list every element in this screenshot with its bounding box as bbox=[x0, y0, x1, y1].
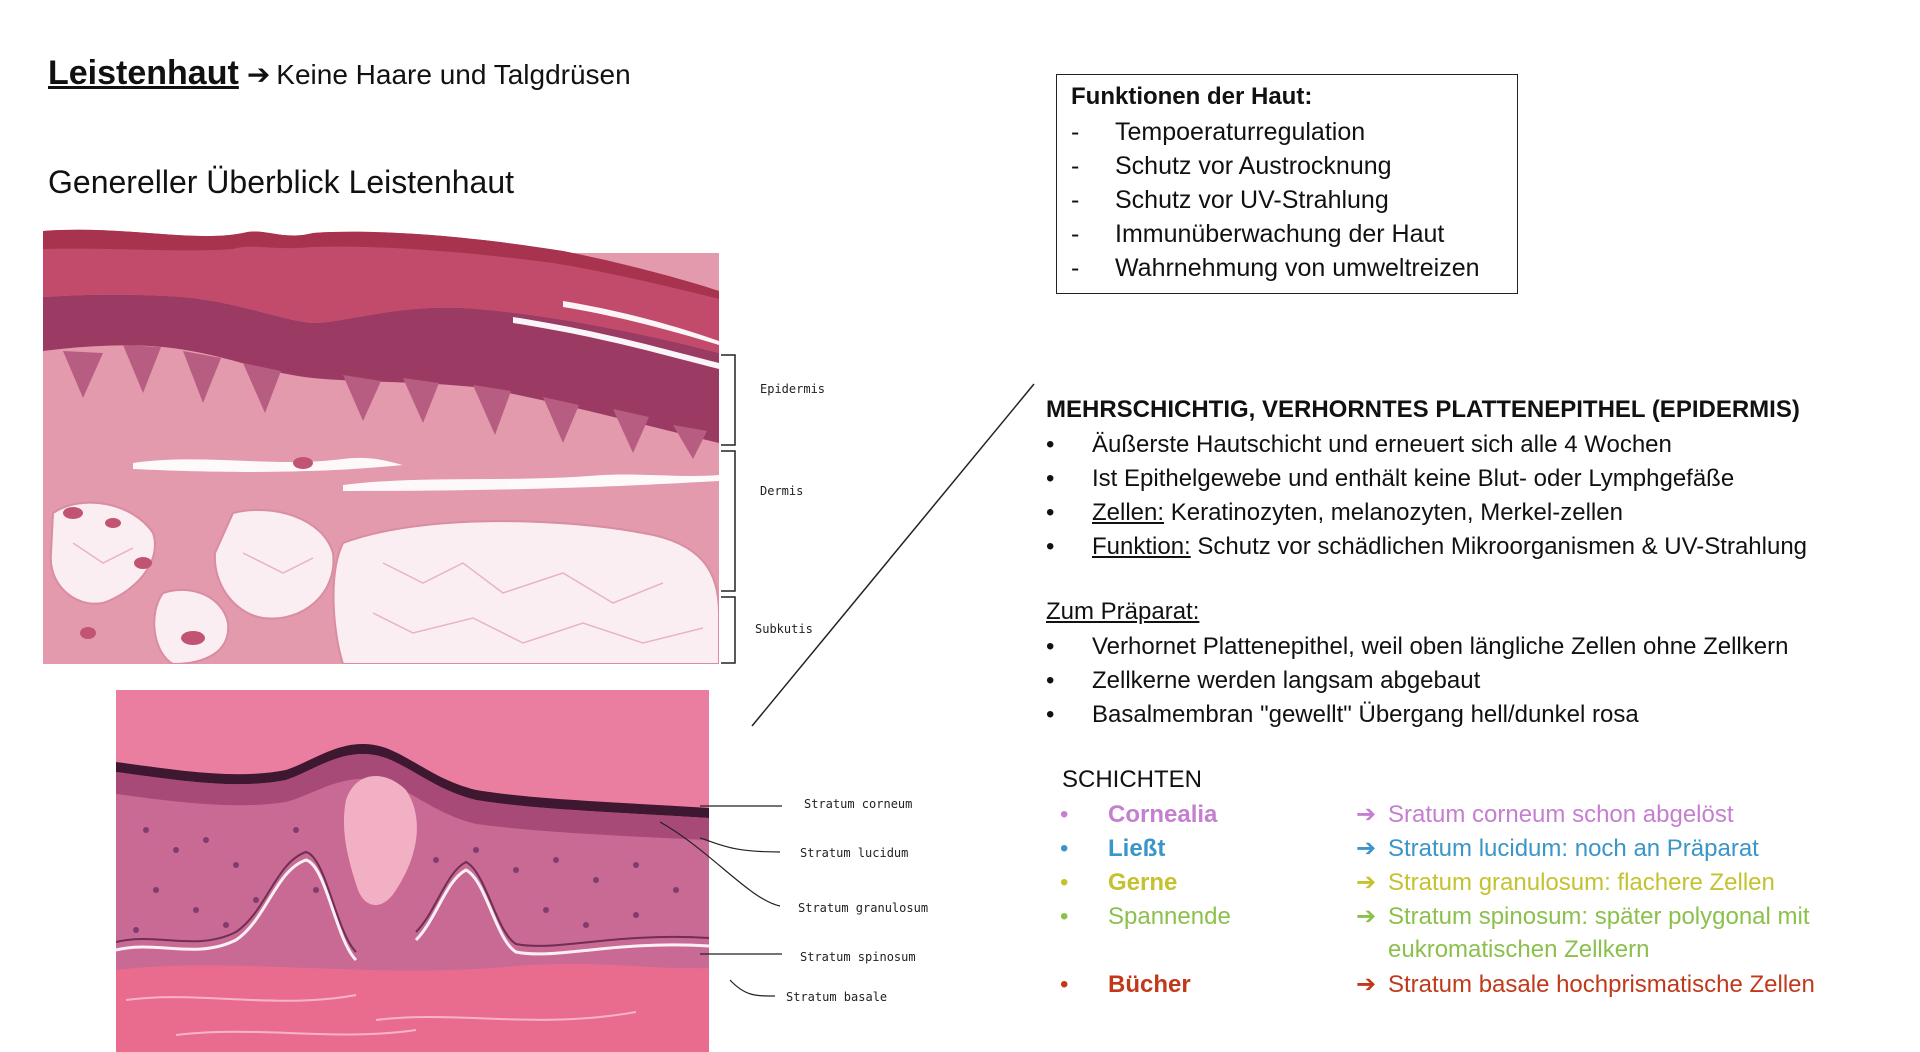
layer-description: Stratum lucidum: noch an Präparat bbox=[1388, 835, 1759, 862]
detail-pointer-lines bbox=[659, 805, 782, 997]
schichten-row-corneum: • Cornealia ➔ Sratum corneum schon abgelöst bbox=[1060, 800, 1734, 829]
title-note: Keine Haare und Talgdrüsen bbox=[276, 59, 631, 90]
arrow-right-icon: ➔ bbox=[1356, 869, 1377, 896]
label-dermis: Dermis bbox=[760, 484, 804, 498]
list-item: - Immunüberwachung der Haut bbox=[1071, 220, 1445, 248]
label-stratum-spinosum: Stratum spinosum bbox=[800, 950, 916, 964]
layer-description: Stratum basale hochprismatische Zellen bbox=[1388, 971, 1815, 998]
label-stratum-basale: Stratum basale bbox=[786, 990, 888, 1004]
arrow-right-icon: ➔ bbox=[1356, 835, 1377, 862]
arrow-right-icon: ➔ bbox=[1356, 971, 1377, 998]
arrow-right-icon: ➔ bbox=[246, 59, 271, 90]
schichten-row-granulosum: • Gerne ➔ Stratum granulosum: flachere Zell… bbox=[1060, 868, 1775, 897]
zoom-connector-line bbox=[751, 383, 1035, 727]
praeparat-title: Zum Präparat: bbox=[1046, 598, 1200, 625]
page-title: Leistenhaut bbox=[48, 54, 239, 92]
functions-list: - Tempoeraturregulation - Schutz vor Austr… bbox=[1071, 115, 1503, 285]
bullet-dot-icon: • bbox=[1060, 869, 1069, 896]
list-item: • Zellkerne werden langsam abgebaut bbox=[1046, 667, 1481, 694]
epithel-title: MEHRSCHICHTIG, VERHORNTES PLATTENEPITHEL… bbox=[1046, 396, 1800, 423]
mnemonic-word: Bücher bbox=[1108, 971, 1191, 998]
mnemonic-word: Cornealia bbox=[1108, 801, 1218, 828]
functions-title: Funktionen der Haut: bbox=[1071, 83, 1313, 110]
page-title-row: Leistenhaut ➔ Keine Haare und Talgdrüsen bbox=[48, 54, 631, 93]
layer-description: Sratum corneum schon abgelöst bbox=[1388, 801, 1734, 828]
schichten-title: SCHICHTEN bbox=[1062, 766, 1203, 793]
section-subtitle: Genereller Überblick Leistenhaut bbox=[48, 164, 515, 200]
list-item: • Funktion: Schutz vor schädlichen Mikroo… bbox=[1046, 533, 1808, 560]
bullet-dot-icon: • bbox=[1060, 971, 1069, 998]
praeparat-list: • Verhornet Plattenepithel, weil oben län… bbox=[1046, 630, 1788, 732]
list-item: • Basalmembran "gewellt" Übergang hell/du… bbox=[1046, 701, 1639, 728]
list-item: • Äußerste Hautschicht und erneuert sich … bbox=[1046, 431, 1672, 458]
bullet-dot-icon: • bbox=[1060, 835, 1069, 862]
label-stratum-corneum: Stratum corneum bbox=[804, 797, 913, 811]
arrow-right-icon: ➔ bbox=[1356, 903, 1377, 930]
schichten-row-lucidum: • Ließt ➔ Stratum lucidum: noch an Präparat bbox=[1060, 834, 1759, 863]
bullet-dot-icon: • bbox=[1060, 903, 1069, 930]
functions-box: Funktionen der Haut: - Tempoeraturregulat… bbox=[1056, 74, 1518, 294]
epithel-section: MEHRSCHICHTIG, VERHORNTES PLATTENEPITHEL… bbox=[1046, 396, 1807, 564]
detail-histology-image bbox=[116, 690, 709, 1052]
overview-histology-image bbox=[43, 213, 719, 664]
layer-description: Stratum granulosum: flachere Zellen bbox=[1388, 869, 1775, 896]
list-item: - Schutz vor Austrocknung bbox=[1071, 152, 1392, 180]
label-stratum-granulosum: Stratum granulosum bbox=[798, 901, 929, 915]
bullet-dot-icon: • bbox=[1060, 801, 1069, 828]
list-item: - Wahrnehmung von umweltreizen bbox=[1071, 254, 1480, 282]
label-subkutis: Subkutis bbox=[755, 622, 813, 636]
schichten-row-spinosum-cont: eukromatischen Zellkern bbox=[1388, 936, 1649, 964]
layer-description: Stratum spinosum: später polygonal mit bbox=[1388, 903, 1810, 930]
schichten-row-spinosum: • Spannende ➔ Stratum spinosum: später poly… bbox=[1060, 902, 1810, 931]
layer-description: eukromatischen Zellkern bbox=[1388, 936, 1650, 963]
list-item: • Ist Epithelgewebe und enthält keine Blu… bbox=[1046, 465, 1735, 492]
mnemonic-word: Ließt bbox=[1108, 835, 1166, 862]
praeparat-section: Zum Präparat: • Verhornet Plattenepithel,… bbox=[1046, 598, 1788, 732]
label-epidermis: Epidermis bbox=[760, 382, 826, 396]
mnemonic-word: Gerne bbox=[1108, 869, 1178, 896]
overview-brackets bbox=[721, 354, 736, 664]
mnemonic-word: Spannende bbox=[1108, 903, 1231, 930]
list-item: - Tempoeraturregulation bbox=[1071, 118, 1366, 146]
label-stratum-lucidum: Stratum lucidum bbox=[800, 846, 909, 860]
list-item: • Verhornet Plattenepithel, weil oben län… bbox=[1046, 633, 1789, 660]
list-item: - Schutz vor UV-Strahlung bbox=[1071, 186, 1389, 214]
arrow-right-icon: ➔ bbox=[1356, 801, 1377, 828]
list-item: • Zellen: Keratinozyten, melanozyten, Mer… bbox=[1046, 499, 1623, 526]
epithel-list: • Äußerste Hautschicht und erneuert sich … bbox=[1046, 428, 1807, 564]
schichten-row-basale: • Bücher ➔ Stratum basale hochprismatische … bbox=[1060, 970, 1815, 999]
